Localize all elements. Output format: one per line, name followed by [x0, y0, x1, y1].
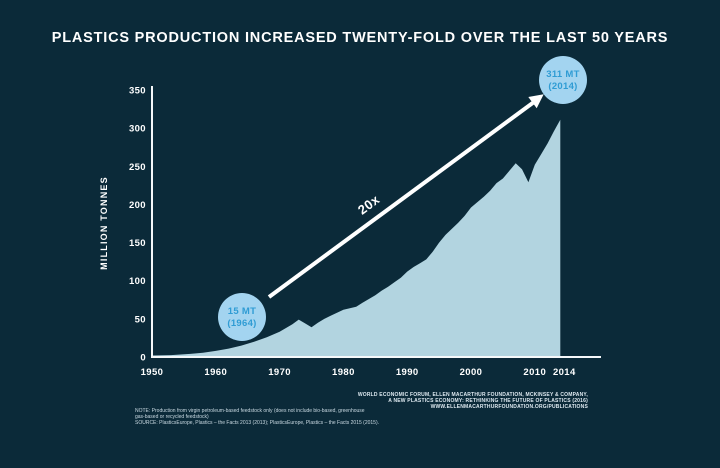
- x-tick-label: 1970: [268, 367, 291, 378]
- y-tick-label: 200: [129, 200, 146, 211]
- y-axis-title: MILLION TONNES: [99, 176, 109, 270]
- note-line: SOURCE: PlasticsEurope, Plastics – the F…: [135, 420, 380, 426]
- note-line: gas-based or recycled feedstock): [135, 414, 209, 420]
- y-tick-label: 50: [135, 314, 146, 325]
- y-tick-label: 100: [129, 276, 146, 287]
- page-title: PLASTICS PRODUCTION INCREASED TWENTY-FOL…: [51, 30, 669, 46]
- x-tick-label: 1950: [141, 367, 164, 378]
- y-tick-label: 150: [129, 238, 146, 249]
- x-tick-label: 1980: [332, 367, 355, 378]
- x-tick-label: 2014: [553, 367, 576, 378]
- x-tick-labels: 1950 1960 1970 1980 1990 2000 2010 2014: [141, 367, 576, 378]
- arrow-head-icon: [528, 94, 544, 109]
- attribution-block: WORLD ECONOMIC FORUM, ELLEN MACARTHUR FO…: [328, 392, 588, 410]
- start-bubble-year: (1964): [227, 318, 256, 329]
- y-tick-labels: 0 50 100 150 200 250 300 350: [129, 86, 146, 364]
- attribution-line: WWW.ELLENMACARTHURFOUNDATION.ORG/PUBLICA…: [430, 404, 588, 410]
- y-tick-label: 300: [129, 124, 146, 135]
- x-tick-label: 2010: [523, 367, 546, 378]
- y-tick-label: 250: [129, 162, 146, 173]
- attribution-line: A NEW PLASTICS ECONOMY: RETHINKING THE F…: [388, 398, 588, 404]
- end-bubble-year: (2014): [548, 81, 577, 92]
- area-series: [152, 119, 561, 357]
- arrow-label: 20x: [355, 192, 383, 218]
- x-tick-label: 1990: [396, 367, 419, 378]
- end-bubble-value: 311 MT: [546, 69, 579, 80]
- start-bubble-value: 15 MT: [228, 306, 256, 317]
- end-bubble: 311 MT (2014): [539, 56, 587, 104]
- note-block: NOTE: Production from virgin petroleum-b…: [135, 408, 385, 426]
- x-tick-label: 1960: [204, 367, 227, 378]
- start-bubble-circle: [218, 293, 266, 341]
- attribution-line: WORLD ECONOMIC FORUM, ELLEN MACARTHUR FO…: [357, 392, 588, 398]
- end-bubble-circle: [539, 56, 587, 104]
- start-bubble: 15 MT (1964): [218, 293, 266, 341]
- y-tick-label: 350: [129, 86, 146, 97]
- x-tick-label: 2000: [460, 367, 483, 378]
- note-line: NOTE: Production from virgin petroleum-b…: [135, 408, 365, 414]
- y-tick-label: 0: [140, 353, 146, 364]
- arrow-shaft: [267, 100, 536, 299]
